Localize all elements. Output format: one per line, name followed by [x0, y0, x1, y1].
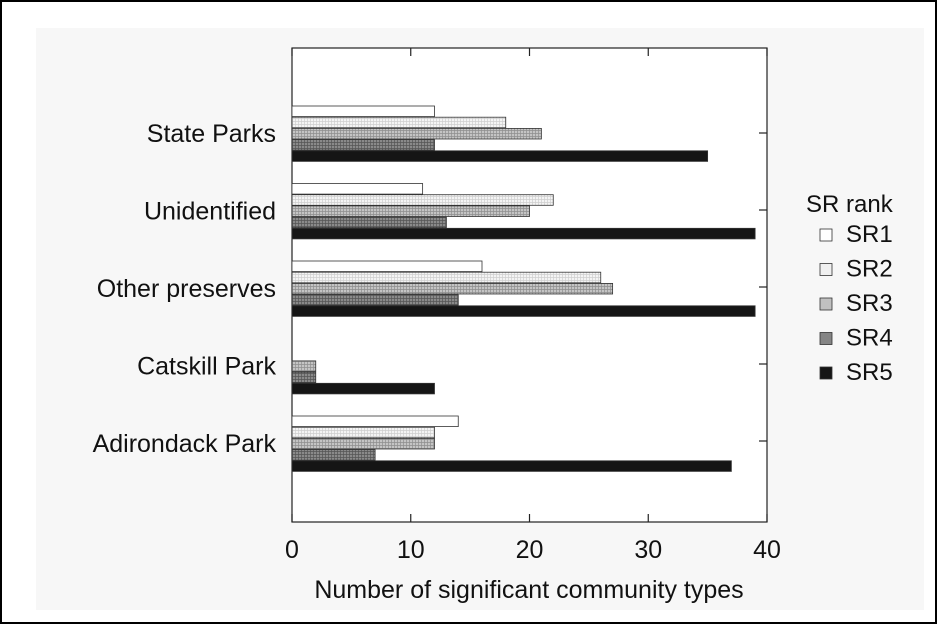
legend-label-sr4: SR4	[846, 325, 893, 352]
bar-group	[291, 105, 756, 472]
y-axis-labels: State Parks Unidentified Other preserves Ca…	[93, 120, 277, 458]
bar-sr1-other-preserves	[291, 260, 483, 273]
bar-sr3-state-parks	[291, 127, 542, 140]
legend-swatch-sr5	[819, 366, 833, 380]
x-axis-title: Number of significant community types	[314, 576, 743, 604]
bar-sr3-adirondack-park	[291, 437, 435, 450]
x-axis-ticks	[291, 48, 768, 522]
bar-sr3-unidentified	[291, 205, 530, 217]
legend-title: SR rank	[806, 191, 894, 218]
legend-swatch-sr3	[819, 297, 833, 311]
bar-sr2-state-parks	[291, 116, 507, 129]
bar-sr2-unidentified	[291, 194, 554, 206]
bar-sr3-catskill-park	[291, 360, 317, 372]
bar-sr4-catskill-park	[291, 371, 317, 384]
y-tick-label: Adirondack Park	[93, 430, 277, 458]
legend-swatch-sr1	[819, 228, 833, 242]
y-tick-label: State Parks	[147, 120, 276, 148]
bar-sr5-other-preserves	[291, 305, 756, 317]
bar-sr4-unidentified	[291, 216, 447, 229]
y-tick-label: Unidentified	[144, 198, 276, 226]
x-axis-labels: 0 10 20 30 40	[285, 536, 781, 564]
y-axis-ticks	[759, 132, 767, 442]
x-tick-label: 30	[634, 536, 662, 564]
x-tick-label: 10	[397, 536, 425, 564]
bar-sr1-state-parks	[291, 105, 435, 118]
bar-sr1-unidentified	[291, 183, 424, 195]
x-tick-label: 0	[285, 536, 299, 564]
bar-sr2-other-preserves	[291, 271, 602, 284]
bar-sr4-other-preserves	[291, 294, 459, 306]
bar-sr4-adirondack-park	[291, 449, 376, 461]
bar-sr5-unidentified	[291, 227, 756, 240]
y-tick-label: Catskill Park	[137, 353, 276, 381]
bar-sr5-adirondack-park	[291, 460, 732, 472]
x-tick-label: 40	[753, 536, 781, 564]
bar-sr5-state-parks	[291, 150, 709, 162]
bar-sr5-catskill-park	[291, 382, 435, 395]
legend-swatch-sr4	[819, 332, 833, 345]
x-tick-label: 20	[516, 536, 544, 564]
legend-label-sr3: SR3	[846, 290, 893, 317]
legend-label-sr1: SR1	[846, 221, 893, 248]
y-tick-label: Other preserves	[97, 275, 276, 303]
legend-swatch-sr2	[819, 263, 833, 276]
bar-sr3-other-preserves	[291, 282, 614, 295]
bar-sr2-adirondack-park	[291, 426, 435, 439]
legend-label-sr5: SR5	[846, 359, 893, 386]
bar-sr4-state-parks	[291, 139, 435, 151]
legend-label-sr2: SR2	[846, 256, 893, 283]
bar-sr1-adirondack-park	[291, 415, 459, 428]
legend: SR1 SR2 SR3 SR4 SR5	[819, 221, 893, 386]
